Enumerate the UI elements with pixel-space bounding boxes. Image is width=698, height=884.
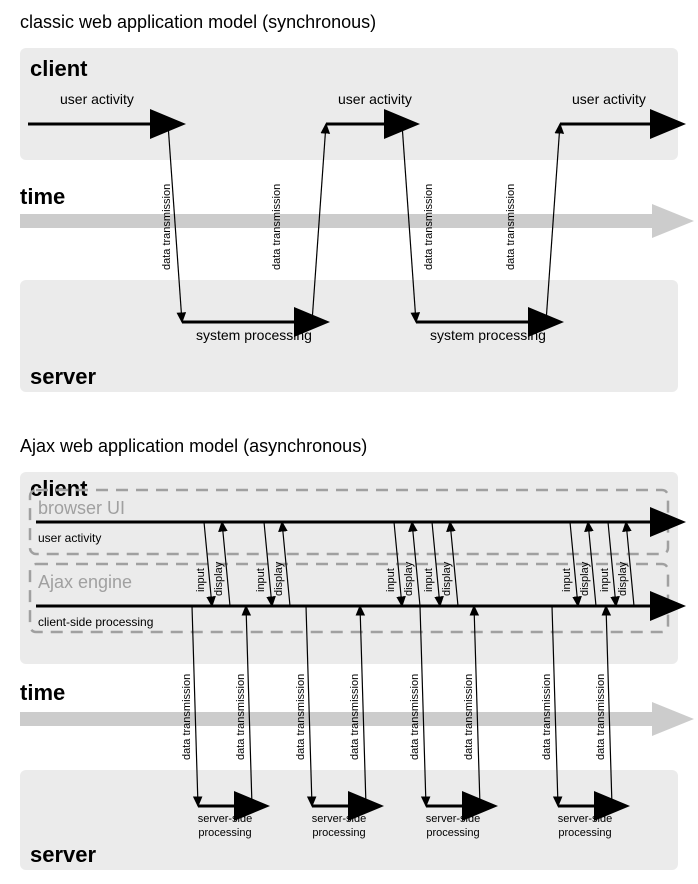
ajax-dt-label-1u: data transmission	[235, 674, 247, 760]
classic-title: classic web application model (synchrono…	[20, 12, 376, 32]
ajax-sp3-label-l1: server-side	[426, 813, 480, 825]
classic-sp2-label: system processing	[430, 327, 546, 343]
ajax-sp4-label-l1: server-side	[558, 813, 612, 825]
ajax-input-label-2: input	[255, 568, 267, 592]
diagram-svg: classic web application model (synchrono…	[0, 0, 698, 879]
classic-ua3-label: user activity	[572, 91, 646, 107]
ajax-input-label-4: input	[423, 568, 435, 592]
classic-server-box	[20, 280, 678, 392]
ajax-browser-label: browser UI	[38, 498, 125, 518]
ajax-display-label-1: display	[213, 561, 225, 596]
ajax-display-label-5: display	[579, 561, 591, 596]
classic-time-arrow	[20, 204, 694, 238]
ajax-display-label-6: display	[617, 561, 629, 596]
ajax-sp2-label-l2: processing	[312, 827, 365, 839]
ajax-sp3-label-l2: processing	[426, 827, 479, 839]
ajax-ua-label: user activity	[38, 531, 101, 545]
classic-sp1-label: system processing	[196, 327, 312, 343]
ajax-dt-label-4u: data transmission	[595, 674, 607, 760]
ajax-sp2-label-l1: server-side	[312, 813, 366, 825]
ajax-dt-label-3d: data transmission	[409, 674, 421, 760]
ajax-csp-label: client-side processing	[38, 615, 153, 629]
ajax-display-label-2: display	[273, 561, 285, 596]
classic-ua2-label: user activity	[338, 91, 412, 107]
classic-client-label: client	[30, 56, 88, 81]
ajax-engine-label: Ajax engine	[38, 572, 132, 592]
ajax-sp1-label-l2: processing	[198, 827, 251, 839]
ajax-display-label-3: display	[403, 561, 415, 596]
classic-dt-label-3: data transmission	[423, 184, 435, 270]
ajax-dt-label-2u: data transmission	[349, 674, 361, 760]
ajax-input-label-6: input	[599, 568, 611, 592]
ajax-display-label-4: display	[441, 561, 453, 596]
ajax-dt-label-4d: data transmission	[541, 674, 553, 760]
ajax-dt-label-3u: data transmission	[463, 674, 475, 760]
classic-dt-label-2: data transmission	[271, 184, 283, 270]
ajax-sp4-label-l2: processing	[558, 827, 611, 839]
ajax-title: Ajax web application model (asynchronous…	[20, 436, 367, 456]
ajax-input-label-1: input	[195, 568, 207, 592]
ajax-server-label: server	[30, 842, 97, 867]
classic-dt-label-1: data transmission	[161, 184, 173, 270]
classic-ua1-label: user activity	[60, 91, 134, 107]
classic-server-label: server	[30, 364, 97, 389]
ajax-sp1-label-l1: server-side	[198, 813, 252, 825]
classic-dt-label-4: data transmission	[505, 184, 517, 270]
ajax-input-label-3: input	[385, 568, 397, 592]
classic-time-label: time	[20, 184, 65, 209]
ajax-input-label-5: input	[561, 568, 573, 592]
ajax-time-label: time	[20, 680, 65, 705]
ajax-dt-label-1d: data transmission	[181, 674, 193, 760]
ajax-dt-label-2d: data transmission	[295, 674, 307, 760]
